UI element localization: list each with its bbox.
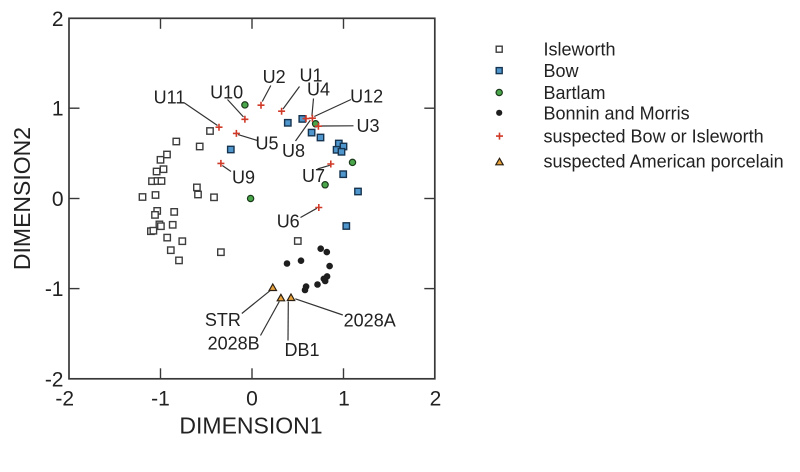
svg-text:1: 1 [338,388,350,411]
svg-text:1: 1 [52,98,64,121]
svg-text:Bonnin and Morris: Bonnin and Morris [544,103,690,123]
svg-text:U4: U4 [307,80,330,100]
svg-text:U7: U7 [302,166,325,186]
svg-text:Bartlam: Bartlam [544,83,606,103]
svg-text:-2: -2 [55,388,74,411]
svg-text:DB1: DB1 [284,340,319,360]
svg-text:U5: U5 [255,134,278,154]
svg-text:Bow: Bow [544,61,580,81]
svg-text:STR: STR [205,310,241,330]
svg-text:-1: -1 [151,388,170,411]
svg-text:U2: U2 [263,67,286,87]
svg-text:DIMENSION1: DIMENSION1 [179,412,322,438]
svg-text:U6: U6 [277,212,300,232]
svg-text:-1: -1 [45,278,64,301]
svg-text:U10: U10 [210,83,243,103]
svg-text:-2: -2 [45,369,64,392]
svg-text:2: 2 [430,388,442,411]
svg-text:U8: U8 [282,141,305,161]
svg-text:0: 0 [52,188,64,211]
svg-text:U11: U11 [154,88,186,108]
svg-text:suspected Bow or Isleworth: suspected Bow or Isleworth [544,127,764,147]
svg-text:2028A: 2028A [344,311,396,331]
svg-text:2: 2 [52,8,64,31]
svg-text:U12: U12 [350,87,383,107]
svg-text:U1: U1 [299,66,322,86]
svg-text:U9: U9 [232,168,255,188]
svg-text:suspected American porcelain: suspected American porcelain [544,152,784,172]
svg-text:Isleworth: Isleworth [544,40,616,60]
svg-text:U3: U3 [356,116,379,136]
svg-text:DIMENSION2: DIMENSION2 [9,127,35,270]
svg-text:2028B: 2028B [208,334,260,354]
svg-text:0: 0 [246,388,258,411]
